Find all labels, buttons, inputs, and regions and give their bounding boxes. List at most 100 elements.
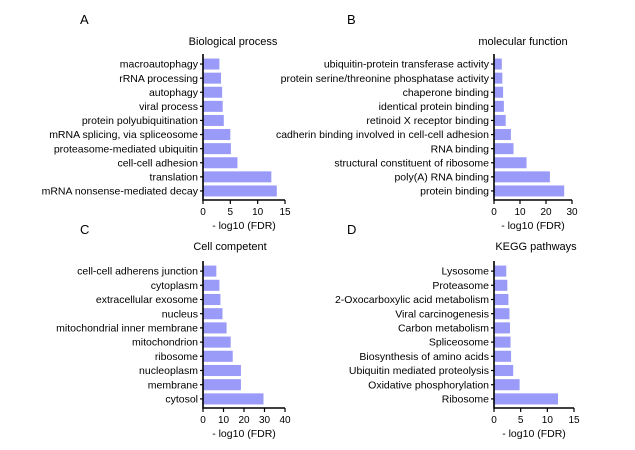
x-tick-label: 20 [238, 415, 250, 426]
bar [203, 86, 223, 98]
category-label: chaperone binding [403, 87, 490, 99]
category-label: cell-cell adhesion [117, 157, 198, 169]
chart-panel-c: C Cell competent cell-cell adherens juncti… [56, 222, 291, 440]
x-tick-label: 15 [568, 415, 580, 426]
category-label: RNA binding [431, 143, 490, 155]
category-label: Oxidative phosphorylation [368, 379, 489, 391]
category-label: mitochondrial inner membrane [56, 323, 198, 335]
category-label: mitochondrion [132, 337, 198, 349]
bar [494, 185, 565, 197]
category-label: rRNA processing [119, 73, 198, 85]
bar [494, 100, 504, 112]
bar [494, 336, 511, 348]
bar [494, 72, 503, 84]
x-tick-label: 30 [566, 207, 578, 218]
panel-letter: B [347, 12, 356, 27]
category-label: mRNA splicing, via spliceosome [49, 129, 198, 141]
category-label: Viral carcinogenesis [395, 308, 489, 320]
x-axis-title: - log10 (FDR) [502, 428, 566, 440]
bar [203, 185, 277, 197]
category-label: 2-Oxocarboxylic acid metabolism [335, 294, 489, 306]
category-label: Spliceosome [429, 337, 489, 349]
bar [203, 322, 227, 334]
x-axis-title: - log10 (FDR) [212, 428, 276, 440]
category-label: protein polyubiquitination [82, 115, 198, 127]
category-label: viral process [139, 101, 198, 113]
category-label: nucleus [162, 308, 198, 320]
category-label: Ribosome [442, 394, 489, 406]
bar [494, 171, 550, 183]
bar [494, 308, 510, 320]
x-tick-label: 30 [259, 415, 271, 426]
bar [203, 114, 224, 126]
bar [494, 279, 508, 291]
bar [494, 364, 514, 377]
bar [203, 350, 233, 362]
category-label: Ubiquitin mediated proteolysis [349, 365, 489, 377]
category-label: cadherin binding involved in cell-cell a… [276, 129, 489, 141]
x-tick-label: 20 [540, 207, 552, 218]
category-label: identical protein binding [379, 101, 489, 113]
x-tick-label: 40 [279, 415, 291, 426]
bar [203, 308, 223, 320]
x-tick-label: 10 [542, 415, 554, 426]
category-label: macroautophagy [120, 59, 199, 71]
category-label: ubiquitin-protein transferase activity [324, 59, 490, 71]
category-label: protein serine/threonine phosphatase act… [281, 73, 490, 85]
category-label: mRNA nonsense-mediated decay [42, 186, 199, 198]
x-tick-label: 10 [218, 415, 230, 426]
bar [203, 279, 220, 291]
category-label: extracellular exosome [96, 294, 198, 306]
x-tick-label: 10 [252, 207, 264, 218]
bar [203, 129, 231, 141]
bar [494, 114, 506, 126]
bar [203, 100, 223, 112]
category-label: cytoplasm [151, 280, 199, 292]
category-label: cytosol [165, 394, 198, 406]
bar [494, 350, 512, 362]
x-tick-label: 10 [514, 207, 526, 218]
bar [203, 58, 220, 70]
panel-title: Cell competent [193, 241, 266, 253]
bar [494, 86, 504, 98]
bar [494, 293, 509, 306]
bar [203, 171, 272, 183]
bar [203, 379, 241, 391]
bar [494, 157, 527, 169]
category-label: structural constituent of ribosome [334, 157, 489, 169]
bar [494, 322, 510, 334]
x-axis-title: - log10 (FDR) [501, 220, 565, 232]
chart-panel-a: A Biological process macroautophagy rRNA pr… [42, 12, 291, 232]
panel-letter: D [347, 222, 356, 237]
bar [494, 379, 520, 391]
category-label: cell-cell adherens junction [77, 266, 198, 278]
category-label: proteasome-mediated ubiquitin [54, 143, 198, 155]
bar [203, 336, 231, 348]
x-tick-label: 15 [279, 207, 291, 218]
category-label: retinoid X receptor binding [366, 115, 489, 127]
category-label: poly(A) RNA binding [394, 171, 489, 183]
x-tick-label: 5 [228, 207, 234, 218]
panel-title: KEGG pathways [495, 241, 577, 253]
bar [494, 393, 558, 405]
bar [203, 265, 217, 277]
bar [494, 265, 507, 277]
panel-letter: A [80, 12, 89, 27]
panel-title: molecular function [478, 36, 567, 48]
panel-title: Biological process [189, 36, 278, 48]
category-label: Proteasome [432, 280, 489, 292]
bar [494, 129, 511, 141]
x-tick-label: 0 [491, 207, 497, 218]
category-label: Biosynthesis of amino acids [359, 351, 489, 363]
bar [203, 293, 221, 306]
bar [203, 364, 241, 377]
category-label: Carbon metabolism [398, 323, 489, 335]
chart-panel-d: D KEGG pathways Lysosome Proteasome 2-Oxocar… [335, 222, 580, 440]
bar [203, 157, 238, 169]
category-label: nucleoplasm [139, 365, 198, 377]
panel-letter: C [80, 222, 89, 237]
category-label: Lysosome [442, 266, 490, 278]
bar [494, 58, 502, 70]
